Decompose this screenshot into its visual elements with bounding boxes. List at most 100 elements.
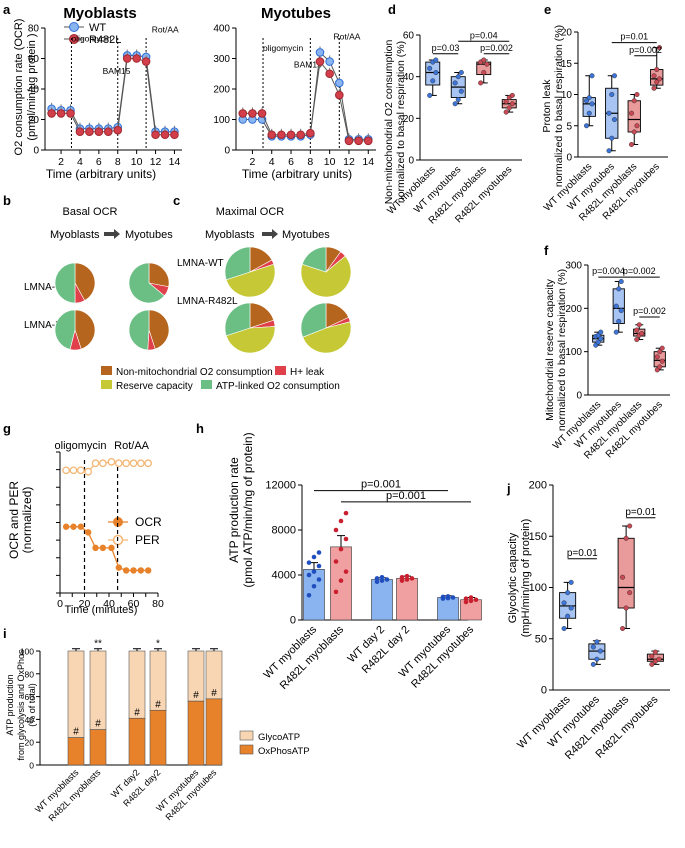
y-tick-label: 12000 bbox=[265, 480, 296, 492]
data-point bbox=[611, 73, 617, 79]
panel-label-b: b bbox=[3, 193, 11, 208]
data-point bbox=[343, 536, 349, 542]
injection-label: oligomycin bbox=[263, 43, 303, 53]
a2-xlabel: Time (arbitrary units) bbox=[242, 167, 352, 181]
data-point bbox=[379, 574, 385, 580]
pie-slice-atplinked bbox=[54, 309, 76, 350]
data-point-R482L bbox=[132, 54, 141, 63]
data-point bbox=[597, 648, 603, 654]
y-tick-label: 0 bbox=[408, 156, 414, 167]
data-point-PER bbox=[114, 459, 123, 468]
data-point bbox=[636, 322, 642, 328]
data-point-PER bbox=[122, 459, 131, 468]
data-point bbox=[595, 339, 601, 345]
x-tick-label: 12 bbox=[343, 156, 355, 168]
legend-reserve-label: Reserve capacity bbox=[116, 381, 193, 392]
y-tick-label: 100 bbox=[529, 582, 547, 594]
data-point bbox=[333, 589, 339, 595]
y-tick-label: 40 bbox=[403, 72, 415, 83]
data-point bbox=[584, 123, 590, 129]
data-point bbox=[609, 135, 615, 141]
data-point bbox=[311, 569, 317, 574]
y-tick-label: 60 bbox=[403, 31, 415, 42]
data-point bbox=[584, 98, 590, 104]
bar-oxphosatp bbox=[187, 700, 205, 766]
y-tick-label: 50 bbox=[535, 633, 547, 645]
b-flow-left: Myoblasts bbox=[50, 229, 100, 241]
data-point bbox=[634, 123, 640, 129]
data-point bbox=[606, 148, 612, 154]
p-value-label: p=0.01 bbox=[625, 507, 656, 518]
data-point bbox=[427, 65, 433, 71]
data-point bbox=[618, 278, 624, 284]
pie-slice-atplinked bbox=[224, 302, 251, 337]
p-value-label: p=0.002 bbox=[629, 45, 662, 55]
a1-title: Myoblasts bbox=[63, 5, 136, 22]
chart-a1: 0 20 40 60 80 2 4 6 8 10 12 14 oligomycin BAM15 Rot/AA bbox=[28, 24, 182, 168]
data-point bbox=[427, 92, 433, 98]
data-point bbox=[509, 92, 515, 98]
x-tick-label: 14 bbox=[169, 156, 181, 168]
pie-slice-nonmito bbox=[148, 262, 170, 288]
a2-title: Myotubes bbox=[261, 5, 331, 22]
data-point bbox=[565, 613, 571, 619]
data-point bbox=[374, 579, 380, 585]
data-point bbox=[433, 57, 439, 63]
data-point bbox=[455, 97, 461, 103]
data-point bbox=[656, 45, 662, 51]
y-tick-label: 300 bbox=[213, 54, 230, 65]
data-point bbox=[586, 110, 592, 116]
data-point-R482L bbox=[66, 109, 75, 118]
y-tick-label: 100 bbox=[213, 115, 230, 126]
data-point bbox=[333, 559, 339, 564]
pie-slice-nonmito bbox=[74, 309, 96, 350]
g-ylabel-2: (normalized) bbox=[20, 487, 34, 554]
legend-hleak-label: H+ leak bbox=[290, 367, 325, 378]
y-tick-label: 8000 bbox=[272, 525, 296, 537]
data-point bbox=[343, 510, 349, 516]
b-title: Basal OCR bbox=[62, 206, 117, 218]
data-point bbox=[481, 69, 487, 75]
data-point-R482L bbox=[325, 69, 334, 79]
panel-label-i: i bbox=[3, 626, 7, 641]
data-point-R482L bbox=[75, 127, 85, 136]
data-point-R482L bbox=[160, 130, 170, 140]
g-legend: OCR PER bbox=[108, 515, 162, 547]
c-arrow-icon bbox=[262, 229, 278, 239]
i-legend: GlycoATP OxPhosATP bbox=[239, 730, 310, 757]
p-value-label: p=0.002 bbox=[480, 43, 513, 53]
data-point bbox=[374, 576, 380, 581]
pie-slice-reserve bbox=[225, 263, 276, 298]
data-point bbox=[598, 336, 604, 342]
x-tick-label: 10 bbox=[324, 156, 336, 168]
data-point bbox=[473, 597, 479, 603]
y-tick-label: 40 bbox=[28, 85, 40, 96]
panel-label-d: d bbox=[388, 2, 396, 17]
data-point-OCR bbox=[145, 567, 152, 574]
data-point bbox=[618, 308, 624, 314]
chart-b bbox=[54, 262, 170, 351]
data-point bbox=[503, 109, 509, 115]
hash-mark: # bbox=[95, 719, 101, 730]
x-tick-label: 6 bbox=[96, 156, 102, 168]
data-point bbox=[338, 546, 344, 552]
data-point-PER bbox=[99, 459, 107, 468]
data-point-OCR bbox=[137, 567, 145, 574]
data-point-R482L bbox=[248, 109, 257, 118]
x-tick-label: 10 bbox=[131, 156, 143, 168]
pie-slice-reserve bbox=[302, 321, 352, 354]
d-ylabel-1: Non-mitochondrial O2 consumption bbox=[383, 40, 395, 205]
data-point bbox=[651, 73, 657, 79]
data-point bbox=[568, 605, 574, 611]
injection-label: Rot/AA bbox=[152, 25, 179, 35]
g-xlabel: Time (minutes) bbox=[65, 604, 138, 616]
legend-hleak-swatch bbox=[275, 366, 286, 375]
y-tick-label: 15 bbox=[561, 59, 573, 70]
legend-nonmito-swatch bbox=[101, 366, 112, 375]
p-value-label: p=0.002 bbox=[623, 266, 656, 276]
bar-glycoatp bbox=[67, 650, 85, 738]
j-ylabel-1: Glycolytic capacity bbox=[507, 532, 519, 623]
pie-slice-atplinked bbox=[301, 246, 327, 273]
data-point-PER bbox=[69, 466, 78, 475]
data-point-PER bbox=[91, 459, 100, 468]
